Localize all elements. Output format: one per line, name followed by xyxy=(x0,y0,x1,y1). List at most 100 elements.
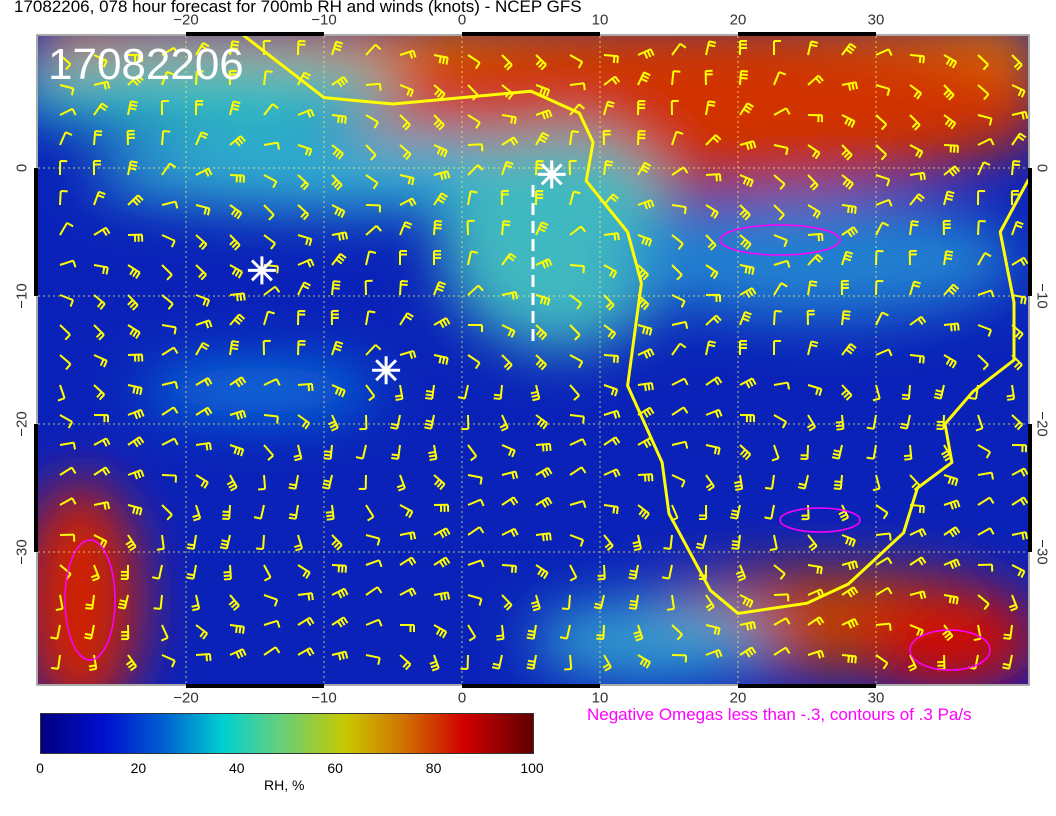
wind-barb xyxy=(739,204,751,221)
wind-barb xyxy=(807,384,823,397)
wind-barb xyxy=(192,504,202,522)
wind-barb xyxy=(977,84,990,101)
wind-barb xyxy=(705,624,721,636)
wind-barb xyxy=(535,496,553,508)
wind-barb xyxy=(195,377,213,387)
wind-barb xyxy=(467,324,483,333)
wind-barb xyxy=(499,414,509,432)
wind-barb xyxy=(195,652,212,662)
wind-barb xyxy=(229,340,240,356)
wind-barb xyxy=(396,474,406,492)
wind-barb xyxy=(501,324,516,338)
wind-barb xyxy=(764,504,775,520)
colorbar-tick: 0 xyxy=(36,760,44,776)
lon-tick-top: 30 xyxy=(867,11,885,29)
wind-barb xyxy=(943,84,955,101)
wind-barb xyxy=(569,354,584,369)
wind-barb xyxy=(739,287,757,299)
wind-barb xyxy=(671,204,687,215)
wind-barb xyxy=(467,444,478,462)
wind-barb xyxy=(739,620,757,631)
wind-barb xyxy=(433,317,451,329)
wind-barb xyxy=(739,594,754,608)
wind-barb xyxy=(603,409,621,419)
wind-barb xyxy=(909,220,919,236)
wind-barb xyxy=(223,564,232,581)
wind-barb xyxy=(161,474,177,483)
wind-barb xyxy=(399,280,408,296)
wind-barb xyxy=(365,344,382,356)
wind-barb xyxy=(355,444,367,460)
wind-barb xyxy=(501,444,516,458)
wind-barb xyxy=(637,473,654,482)
wind-barb xyxy=(909,114,921,131)
wind-barb xyxy=(603,324,617,340)
wind-barb xyxy=(229,444,245,457)
wind-barb xyxy=(55,594,64,612)
wind-barb xyxy=(59,324,71,341)
wind-barb xyxy=(501,136,519,146)
wind-barb xyxy=(127,233,144,242)
wind-barb xyxy=(161,200,179,209)
wind-barb xyxy=(671,264,683,281)
wind-barb xyxy=(331,650,349,661)
wind-barb xyxy=(773,646,791,656)
wind-barb xyxy=(806,414,817,432)
wind-barb xyxy=(50,624,61,640)
wind-barb xyxy=(637,654,651,669)
wind-barb xyxy=(59,131,73,146)
wind-barb xyxy=(365,225,382,236)
wind-barb xyxy=(365,174,379,190)
wind-barb xyxy=(93,264,109,275)
wind-barb xyxy=(399,114,411,131)
date-stamp: 17082206 xyxy=(48,40,244,89)
wind-barb xyxy=(535,532,552,542)
wind-barb xyxy=(705,444,721,456)
wind-barb xyxy=(161,437,179,446)
wind-barb xyxy=(127,53,144,62)
wind-barb xyxy=(841,42,857,56)
lat-tick-left: −10 xyxy=(13,283,31,309)
colorbar-tick: 100 xyxy=(520,760,544,776)
wind-barb xyxy=(773,564,786,580)
wind-barb xyxy=(671,70,681,86)
wind-barb xyxy=(195,624,209,640)
wind-barb xyxy=(467,559,485,568)
wind-barb xyxy=(399,49,417,59)
wind-barb xyxy=(358,474,367,490)
wind-barb xyxy=(841,586,859,598)
frame-bar xyxy=(186,684,324,688)
wind-barb xyxy=(331,40,344,56)
wind-barb xyxy=(125,654,138,672)
wind-barb xyxy=(331,564,347,573)
wind-barb xyxy=(195,42,210,56)
wind-barb xyxy=(222,504,231,520)
wind-barb xyxy=(872,384,881,402)
frame-bar xyxy=(462,32,600,36)
wind-barb xyxy=(764,474,775,490)
wind-barb xyxy=(632,534,642,552)
wind-barb xyxy=(705,264,719,280)
wind-barb xyxy=(671,474,686,488)
wind-barb xyxy=(909,556,927,566)
wind-barb xyxy=(670,99,679,116)
wind-barb xyxy=(297,40,306,56)
wind-barb xyxy=(637,199,655,210)
colorbar-tick: 80 xyxy=(425,760,442,776)
wind-barb xyxy=(501,594,513,611)
wind-barb xyxy=(263,70,273,86)
wind-barb xyxy=(501,496,519,506)
wind-barb xyxy=(433,503,450,512)
wind-barb xyxy=(331,144,344,160)
frame-bar xyxy=(186,32,324,36)
wind-barb xyxy=(773,144,789,156)
wind-barb xyxy=(1010,189,1019,206)
wind-barb xyxy=(219,534,231,550)
wind-barb xyxy=(297,144,313,157)
wind-barb xyxy=(739,264,755,275)
wind-barb xyxy=(773,617,791,626)
wind-barb xyxy=(569,564,578,582)
wind-barb xyxy=(773,204,785,221)
wind-barb xyxy=(85,594,95,610)
wind-barb xyxy=(833,474,843,490)
